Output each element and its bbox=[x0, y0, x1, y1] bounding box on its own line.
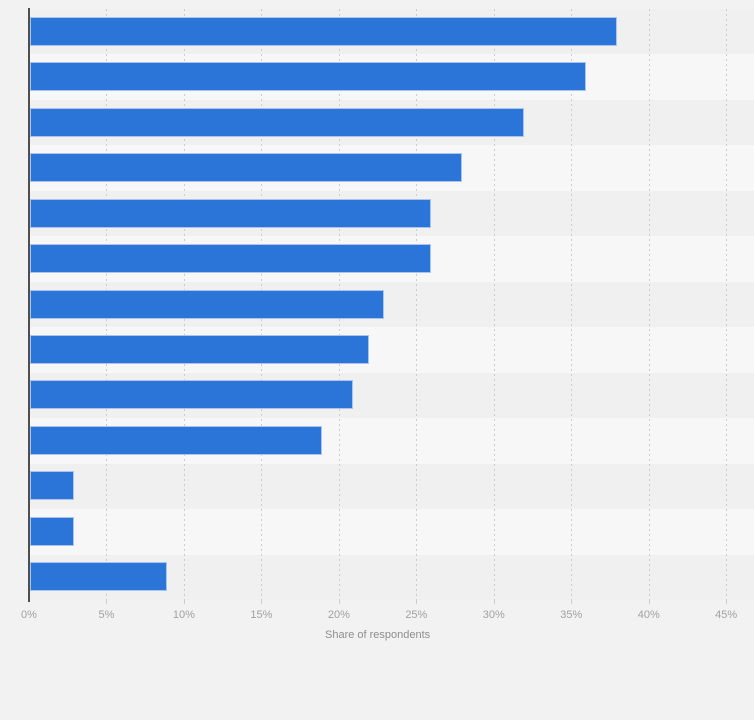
x-tick-label: 30% bbox=[482, 609, 505, 621]
gridline bbox=[726, 9, 728, 600]
x-tick-label: 5% bbox=[98, 609, 115, 621]
gridline bbox=[493, 9, 495, 600]
bar[interactable] bbox=[30, 425, 323, 455]
x-tick-mark bbox=[261, 600, 263, 604]
plot-area: 0% 5% 10% 15% 20% 25% 30% 35% 40% 45% Share of re… bbox=[21, 8, 754, 641]
x-tick-label: 45% bbox=[715, 609, 738, 621]
bar[interactable] bbox=[30, 153, 462, 183]
x-tick-mark bbox=[338, 600, 340, 604]
x-tick-label: 35% bbox=[560, 609, 583, 621]
x-tick-mark bbox=[416, 600, 418, 604]
x-tick-label: 20% bbox=[327, 609, 350, 621]
row-band bbox=[29, 463, 754, 510]
x-tick-mark bbox=[106, 600, 108, 604]
bar[interactable] bbox=[30, 380, 354, 410]
bar[interactable] bbox=[30, 334, 369, 364]
bar[interactable] bbox=[30, 198, 431, 228]
x-tick-mark bbox=[493, 600, 495, 604]
bar[interactable] bbox=[30, 244, 431, 274]
bar[interactable] bbox=[30, 289, 385, 319]
x-tick-label: 40% bbox=[637, 609, 660, 621]
y-axis-line bbox=[28, 8, 30, 602]
gridline bbox=[648, 9, 650, 600]
x-tick-label: 10% bbox=[172, 609, 195, 621]
x-tick-label: 15% bbox=[250, 609, 273, 621]
x-tick-mark bbox=[571, 600, 573, 604]
bar[interactable] bbox=[30, 471, 75, 501]
row-band bbox=[29, 509, 754, 555]
x-tick-mark bbox=[726, 600, 728, 604]
x-axis-title: Share of respondents bbox=[325, 629, 431, 641]
bar[interactable] bbox=[30, 62, 586, 92]
x-tick-label: 0% bbox=[21, 609, 37, 621]
bar[interactable] bbox=[30, 562, 168, 592]
x-tick-label: 25% bbox=[405, 609, 428, 621]
x-tick-mark bbox=[183, 600, 185, 604]
x-tick-mark bbox=[648, 600, 650, 604]
bar[interactable] bbox=[30, 516, 75, 546]
gridline bbox=[416, 9, 418, 600]
bar[interactable] bbox=[30, 16, 617, 46]
bar[interactable] bbox=[30, 107, 524, 137]
gridline bbox=[571, 9, 573, 600]
